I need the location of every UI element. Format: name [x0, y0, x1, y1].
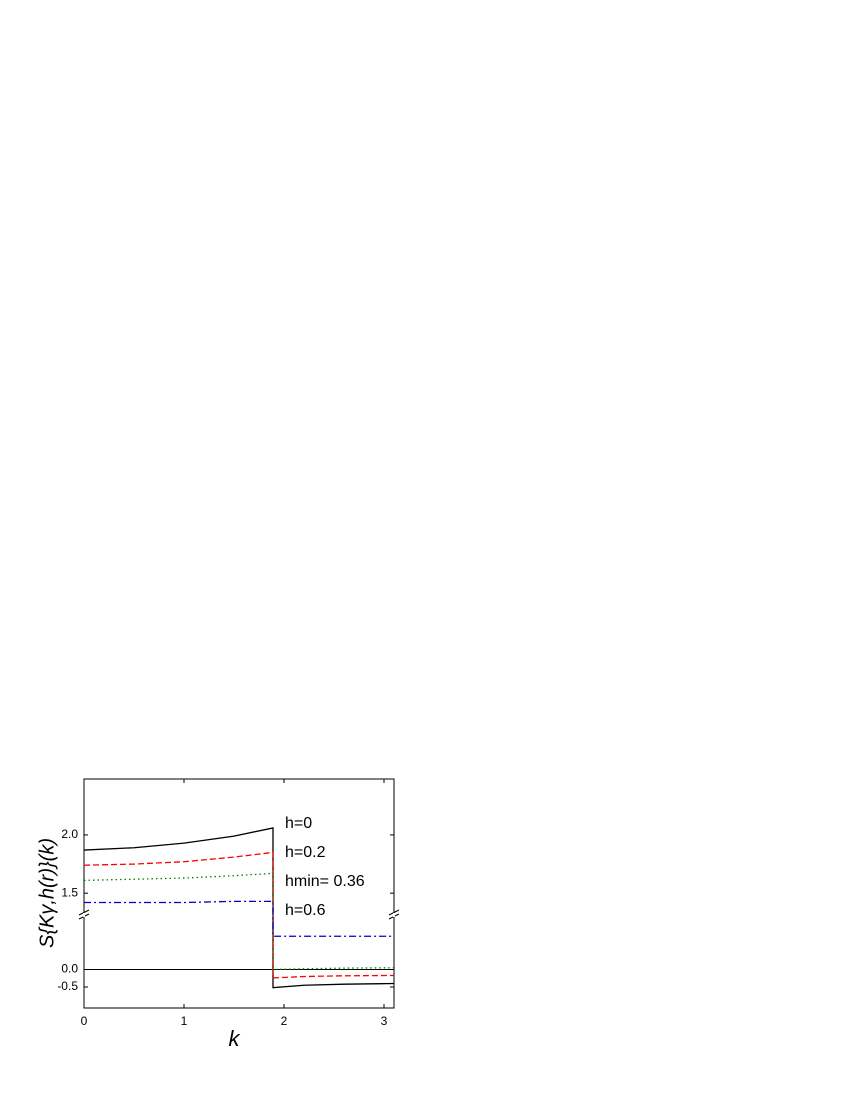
y-tick-label: 0.0: [61, 962, 78, 976]
legend-label: h=0.6: [285, 902, 326, 919]
line-series: [83, 851, 395, 979]
x-tick-label: 1: [181, 1014, 188, 1028]
line-series: [83, 827, 395, 989]
axis-break-gap: [83, 913, 85, 917]
y-tick-label: 2.0: [61, 827, 78, 841]
legend-label: hmin= 0.36: [285, 873, 365, 890]
x-axis-label: k: [229, 1026, 241, 1051]
x-tick-label: 0: [81, 1014, 88, 1028]
y-tick-label: -0.5: [57, 979, 78, 993]
legend-label: h=0.2: [285, 844, 326, 861]
line-series: [83, 872, 395, 971]
x-tick-label: 2: [281, 1014, 288, 1028]
line-series: [84, 900, 394, 937]
legend-label: h=0: [285, 815, 312, 832]
y-tick-label: 1.5: [61, 885, 78, 899]
y-axis-label: S{Kγ,h(r)}(k): [36, 838, 58, 948]
axis-break-gap: [393, 913, 395, 917]
plot-frame: [83, 778, 395, 1009]
x-tick-label: 3: [381, 1014, 388, 1028]
